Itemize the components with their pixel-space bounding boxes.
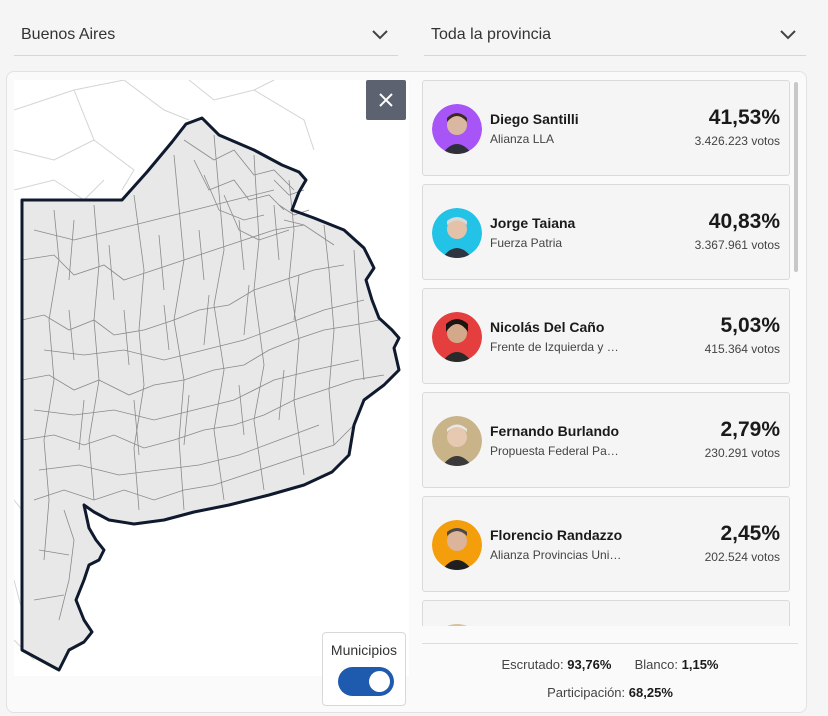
chevron-down-icon (780, 29, 796, 39)
region-dropdown[interactable]: Buenos Aires (14, 14, 398, 56)
avatar (432, 624, 482, 626)
participacion-label: Participación: (547, 685, 626, 700)
escrutado-label: Escrutado: (501, 657, 564, 672)
candidate-votes: 3.426.223 votos (694, 134, 780, 148)
candidate-party: Alianza Provincias Unidas (490, 548, 622, 562)
divider (422, 643, 798, 644)
blanco-value: 1,15% (681, 657, 719, 672)
participacion-value: 68,25% (628, 685, 673, 700)
avatar (432, 208, 482, 258)
close-map-button[interactable] (366, 80, 406, 120)
candidate-votes: 3.367.961 votos (694, 238, 780, 252)
candidate-card[interactable]: Fernando Burlando Propuesta Federal Para… (422, 392, 790, 488)
candidate-name: Fernando Burlando (490, 423, 620, 439)
close-icon (379, 93, 393, 107)
candidate-party: Fuerza Patria (490, 236, 563, 250)
avatar (432, 416, 482, 466)
summary-row-2: Participación: 68,25% (422, 683, 798, 711)
avatar (432, 104, 482, 154)
candidate-votes: 202.524 votos (704, 550, 780, 564)
candidate-name: Nicolás Del Caño (490, 319, 605, 335)
blanco-label: Blanco: (634, 657, 678, 672)
summary-row-1: Escrutado: 93,76% Blanco: 1,15% (422, 655, 798, 683)
municipios-toggle-panel: Municipios (322, 632, 406, 706)
candidate-votes: 415.364 votos (704, 342, 780, 356)
candidate-percentage: 2,45% (720, 522, 780, 545)
scope-dropdown-value: Toda la provincia (431, 25, 552, 43)
results-summary: Escrutado: 93,76% Blanco: 1,15% Particip… (422, 655, 798, 711)
province-map[interactable] (14, 80, 409, 676)
candidate-party: Frente de Izquierda y de Trabajadores (490, 340, 622, 354)
scope-dropdown[interactable]: Toda la provincia (424, 14, 806, 56)
candidate-card[interactable]: Diego Santilli Alianza LLA 41,53% 3.426.… (422, 80, 790, 176)
chevron-down-icon (372, 29, 388, 39)
toggle-knob (369, 671, 390, 692)
candidate-votes: 230.291 votos (704, 446, 780, 460)
municipios-toggle[interactable] (338, 667, 394, 696)
candidate-percentage: 2,79% (720, 418, 780, 441)
candidate-percentage: 40,83% (708, 210, 780, 233)
candidate-card[interactable]: Florencio Randazzo Alianza Provincias Un… (422, 496, 790, 592)
candidate-party: Propuesta Federal Para el Cambio (490, 444, 622, 458)
municipios-label: Municipios (330, 642, 398, 658)
candidate-party: Alianza LLA (490, 132, 555, 146)
escrutado-value: 93,76% (567, 657, 612, 672)
region-dropdown-value: Buenos Aires (21, 25, 116, 43)
candidate-percentage: 41,53% (708, 106, 780, 129)
candidate-name: Diego Santilli (490, 111, 579, 127)
results-card: Municipios Diego Santilli Alianza LLA 41… (6, 71, 807, 713)
candidate-name: Jorge Taiana (490, 215, 576, 231)
candidate-name: Florencio Randazzo (490, 527, 623, 543)
candidate-card[interactable]: Nicolás Del Caño Frente de Izquierda y d… (422, 288, 790, 384)
candidate-card[interactable]: Jorge Taiana Fuerza Patria 40,83% 3.367.… (422, 184, 790, 280)
avatar (432, 312, 482, 362)
map-svg[interactable] (14, 80, 409, 676)
list-scrollbar[interactable] (794, 82, 798, 272)
candidate-percentage: 5,03% (720, 314, 780, 337)
candidate-card[interactable] (422, 600, 790, 626)
avatar (432, 520, 482, 570)
candidates-list[interactable]: Diego Santilli Alianza LLA 41,53% 3.426.… (422, 80, 792, 626)
